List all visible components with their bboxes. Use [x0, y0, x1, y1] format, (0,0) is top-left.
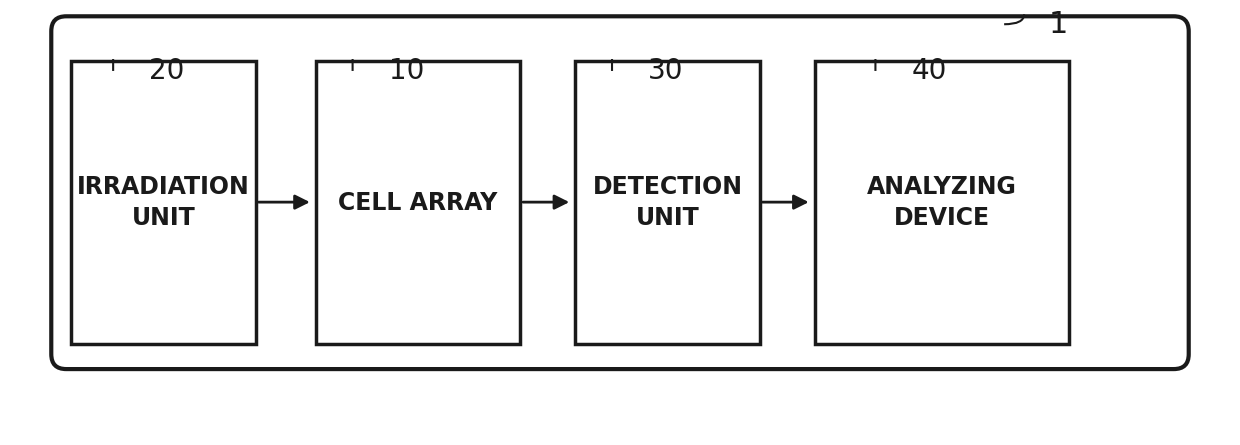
- Text: 20: 20: [149, 57, 185, 85]
- Text: ANALYZING
DEVICE: ANALYZING DEVICE: [867, 175, 1017, 231]
- FancyBboxPatch shape: [51, 16, 1189, 369]
- Text: 30: 30: [649, 57, 683, 85]
- FancyBboxPatch shape: [575, 61, 760, 344]
- Text: CELL ARRAY: CELL ARRAY: [339, 190, 497, 214]
- FancyBboxPatch shape: [316, 61, 521, 344]
- Text: IRRADIATION
UNIT: IRRADIATION UNIT: [77, 175, 250, 231]
- Text: DETECTION
UNIT: DETECTION UNIT: [593, 175, 743, 231]
- Text: 40: 40: [911, 57, 946, 85]
- Text: 10: 10: [388, 57, 424, 85]
- FancyBboxPatch shape: [71, 61, 255, 344]
- Text: 1: 1: [1049, 10, 1069, 39]
- FancyBboxPatch shape: [815, 61, 1069, 344]
